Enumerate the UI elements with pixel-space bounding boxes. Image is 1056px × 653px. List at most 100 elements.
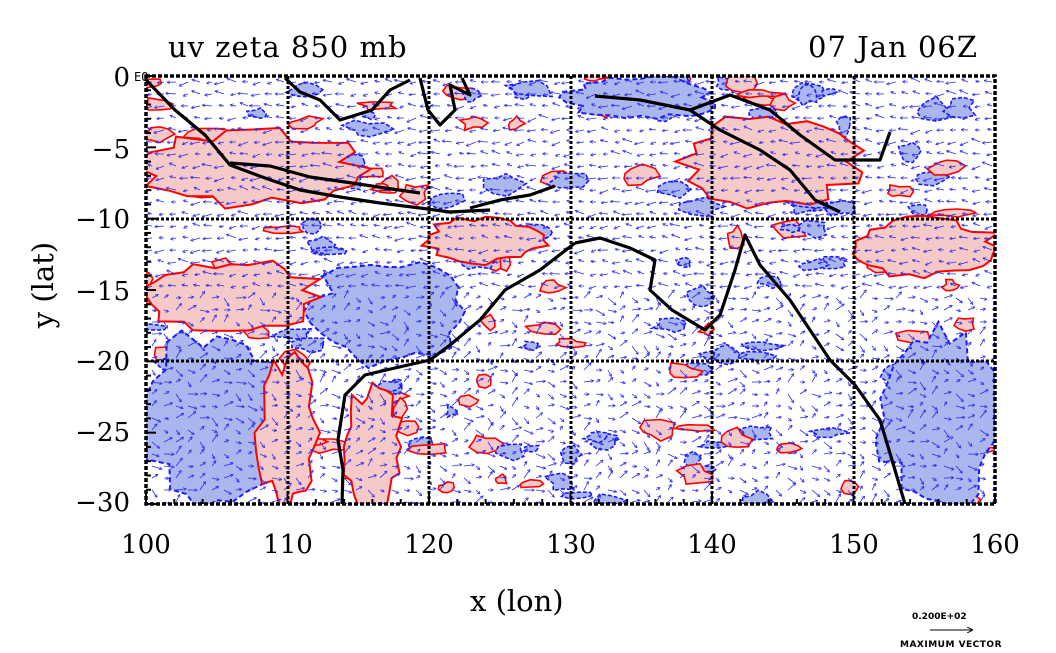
wind-vector — [155, 226, 165, 227]
wind-vector — [171, 116, 177, 119]
wind-vector — [215, 165, 225, 168]
wind-vector — [187, 342, 197, 347]
wind-vector — [227, 235, 237, 239]
negative-vorticity-cell — [740, 341, 787, 352]
wind-vector — [478, 142, 489, 143]
wind-vector — [243, 273, 249, 276]
wind-vector — [199, 375, 207, 383]
wind-vector — [168, 154, 177, 155]
wind-vector — [183, 141, 189, 144]
wind-vector — [211, 453, 214, 459]
negative-vorticity-cell — [656, 180, 692, 199]
wind-vector — [223, 453, 228, 458]
y-tick-label: −25 — [75, 418, 130, 448]
wind-vector — [579, 238, 585, 239]
negative-vorticity-cell — [494, 443, 525, 462]
wind-vector — [184, 190, 189, 191]
negative-vorticity-cell — [446, 403, 459, 419]
wind-vector — [199, 462, 205, 467]
wind-vector — [223, 424, 228, 431]
wind-vector — [228, 79, 237, 83]
wind-vector — [235, 321, 239, 326]
wind-vector — [179, 153, 189, 157]
wind-vector — [247, 369, 254, 376]
wind-vector — [242, 177, 249, 180]
wind-vector — [247, 452, 252, 454]
wind-vector — [166, 93, 177, 94]
positive-vorticity-cell — [457, 115, 490, 132]
wind-vector — [146, 225, 153, 226]
wind-vector — [253, 153, 261, 157]
wind-vector — [163, 466, 174, 467]
wind-vector — [175, 322, 184, 323]
wind-vector — [223, 475, 233, 479]
wind-vector — [631, 466, 636, 467]
wind-vector — [223, 369, 230, 374]
wind-vector — [203, 250, 213, 251]
wind-vector — [250, 177, 261, 181]
wind-vector — [163, 310, 168, 312]
wind-vector — [247, 498, 256, 503]
negative-vorticity-cell — [427, 192, 467, 210]
wind-vector — [543, 274, 549, 275]
wind-vector — [187, 321, 193, 326]
wind-vector — [223, 358, 232, 359]
wind-vector — [955, 334, 962, 335]
wind-vector — [158, 260, 165, 263]
negative-vorticity-cell — [591, 493, 629, 504]
wind-vector — [518, 118, 525, 119]
negative-vorticity-cell — [517, 340, 539, 352]
wind-vector — [163, 418, 168, 419]
y-tick-label: −20 — [75, 347, 130, 377]
wind-vector — [228, 117, 237, 120]
wind-vector — [151, 441, 159, 448]
wind-vector — [151, 475, 157, 479]
y-tick-label: −5 — [91, 135, 130, 165]
reference-vector-value: 0.200E+02 — [912, 612, 967, 622]
wind-vector — [151, 369, 155, 375]
wind-vector — [168, 262, 177, 264]
wind-vector — [211, 487, 218, 491]
wind-vector — [175, 429, 179, 434]
wind-vector — [235, 489, 241, 490]
map-title: uv zeta 850 mb — [168, 30, 408, 64]
negative-vorticity-cell — [741, 489, 774, 504]
wind-vector — [220, 105, 225, 106]
wind-vector — [419, 142, 429, 143]
wind-vector — [241, 103, 249, 107]
wind-vector — [244, 202, 249, 203]
wind-vector — [254, 261, 261, 262]
wind-vector — [247, 442, 255, 444]
wind-vector — [203, 213, 213, 217]
wind-vector — [253, 283, 261, 287]
wind-vector — [247, 417, 255, 424]
wind-vector — [247, 488, 254, 490]
positive-vorticity-cell — [623, 163, 662, 187]
wind-vector — [163, 321, 167, 328]
wind-vector — [211, 297, 219, 298]
wind-vector — [187, 429, 194, 434]
wind-vector — [163, 438, 172, 443]
wind-vector — [952, 178, 957, 179]
wind-vector — [170, 176, 177, 178]
wind-vector — [895, 322, 901, 323]
wind-vector — [155, 249, 165, 253]
wind-vector — [199, 450, 204, 455]
negative-vorticity-cell — [482, 172, 528, 198]
wind-vector — [211, 417, 217, 426]
wind-vector — [151, 381, 162, 384]
wind-vector — [151, 424, 157, 431]
wind-vector — [235, 393, 240, 401]
wind-vector — [211, 366, 215, 371]
wind-vector — [252, 201, 261, 202]
wind-vector — [211, 309, 218, 310]
wind-vector — [157, 200, 165, 203]
negative-vorticity-cell — [821, 87, 839, 98]
wind-vector — [183, 250, 189, 252]
wind-vector — [187, 331, 192, 335]
wind-vector — [195, 117, 201, 118]
wind-vector — [379, 298, 384, 299]
wind-vector — [211, 394, 219, 396]
wind-vector — [247, 321, 253, 327]
wind-vector — [240, 261, 249, 265]
